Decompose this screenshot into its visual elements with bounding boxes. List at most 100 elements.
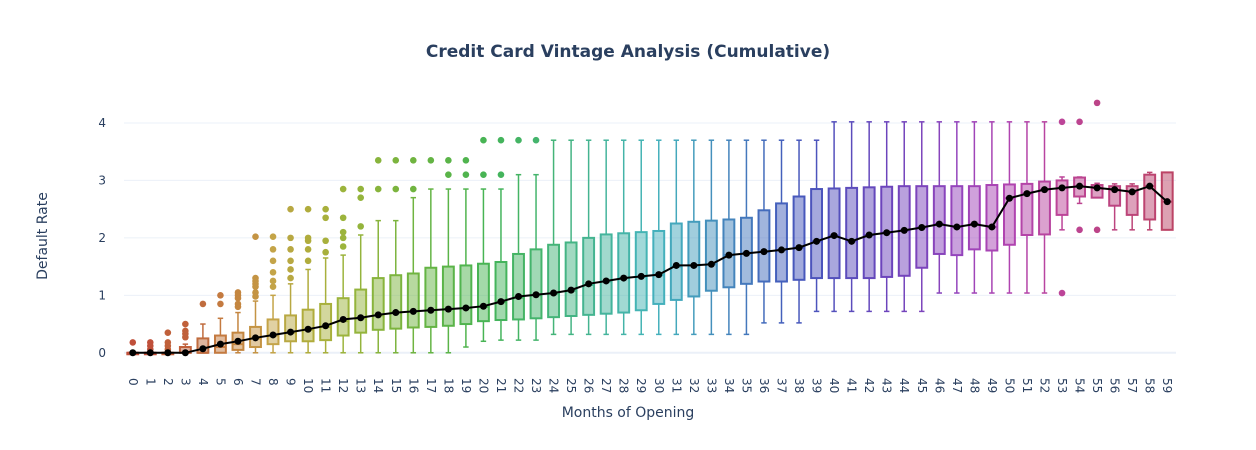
outlier-point — [532, 136, 540, 144]
outlier-point — [304, 205, 312, 213]
outlier-point — [322, 248, 329, 256]
box-iqr — [617, 232, 631, 314]
x-tick-label: 23 — [529, 378, 543, 393]
x-tick-label: 22 — [512, 378, 526, 393]
outlier-point — [392, 185, 400, 193]
outlier-point — [1093, 226, 1101, 234]
mean-point — [1111, 186, 1119, 194]
chart-title: Credit Card Vintage Analysis (Cumulative… — [426, 42, 830, 62]
mean-point — [129, 349, 137, 357]
mean-point — [830, 232, 838, 240]
x-tick-label: 34 — [722, 378, 736, 393]
box-14 — [371, 157, 385, 354]
x-tick-label: 2 — [161, 378, 175, 386]
box-43 — [880, 121, 894, 313]
mean-point — [1005, 194, 1013, 202]
mean-point — [216, 340, 224, 348]
mean-point — [181, 349, 189, 357]
x-tick-label: 57 — [1125, 378, 1139, 393]
x-tick-label: 25 — [564, 378, 578, 393]
outlier-point — [445, 171, 452, 178]
outlier-point — [269, 257, 277, 265]
outlier-point — [287, 274, 294, 282]
outlier-point — [322, 237, 329, 245]
outlier-point — [129, 339, 137, 346]
x-tick-labels: 0 1 2 3 4 5 6 7 8 9 10 11 12 13 14 15 16 17 18 19 20 21 22 23 24… — [126, 378, 1174, 393]
outlier-point — [480, 171, 487, 178]
box-iqr — [512, 252, 525, 321]
box-iqr — [669, 222, 683, 301]
box-30 — [652, 139, 666, 336]
box-iqr — [389, 274, 403, 330]
mean-point — [462, 304, 470, 312]
outlier-point — [480, 136, 487, 144]
box-iqr — [441, 265, 455, 327]
x-tick-label: 7 — [249, 378, 263, 386]
mean-point — [409, 307, 417, 315]
box-11 — [319, 205, 333, 354]
box-iqr — [371, 277, 385, 331]
box-iqr — [301, 308, 315, 343]
box-22 — [512, 136, 525, 341]
box-35 — [739, 139, 753, 336]
x-tick-label: 48 — [967, 378, 981, 393]
mean-point — [900, 226, 908, 234]
mean-point — [848, 237, 856, 245]
mean-point — [742, 249, 750, 257]
outlier-point — [339, 234, 347, 242]
x-tick-label: 9 — [284, 378, 298, 386]
box-26 — [582, 139, 596, 336]
box-iqr — [406, 272, 420, 329]
box-iqr — [704, 219, 718, 292]
mean-point — [357, 314, 365, 322]
outlier-point — [1076, 118, 1083, 126]
box-46 — [932, 121, 946, 294]
outlier-point — [269, 246, 277, 253]
outlier-point — [357, 194, 365, 201]
x-tick-label: 29 — [634, 378, 648, 393]
outlier-point — [269, 269, 277, 276]
box-49 — [985, 121, 999, 294]
x-tick-label: 18 — [441, 378, 455, 393]
box-4 — [196, 300, 210, 354]
box-12 — [336, 185, 350, 354]
mean-point — [672, 261, 680, 269]
x-tick-label: 36 — [757, 378, 771, 393]
outlier-point — [339, 185, 347, 193]
box-iqr — [494, 261, 508, 322]
box-32 — [687, 139, 701, 336]
box-iqr — [792, 195, 806, 281]
box-17 — [424, 157, 438, 354]
box-iqr — [652, 229, 666, 305]
box-iqr — [354, 288, 368, 334]
mean-point — [1093, 184, 1101, 192]
box-iqr — [845, 186, 859, 280]
outlier-point — [1093, 99, 1101, 107]
x-tick-label: 41 — [845, 378, 859, 393]
outlier-point — [269, 233, 277, 241]
outlier-point — [182, 327, 189, 335]
x-tick-label: 42 — [862, 378, 876, 393]
mean-point — [725, 251, 733, 259]
mean-point — [935, 220, 943, 228]
x-tick-label: 27 — [599, 378, 613, 393]
box-iqr — [967, 185, 981, 251]
outlier-point — [287, 266, 294, 273]
x-tick-label: 28 — [617, 378, 631, 393]
box-47 — [950, 121, 964, 294]
outlier-point — [252, 289, 259, 296]
outlier-point — [234, 300, 242, 308]
outlier-point — [462, 157, 470, 164]
x-tick-label: 15 — [389, 378, 403, 393]
outlier-point — [269, 283, 277, 291]
x-tick-label: 52 — [1038, 378, 1052, 393]
mean-point — [479, 302, 487, 310]
outlier-point — [252, 274, 259, 282]
mean-point — [1146, 182, 1154, 190]
mean-point — [1163, 198, 1171, 206]
x-tick-label: 37 — [775, 378, 789, 393]
outlier-point — [287, 246, 294, 253]
box-25 — [564, 139, 578, 336]
mean-point — [1058, 184, 1066, 192]
